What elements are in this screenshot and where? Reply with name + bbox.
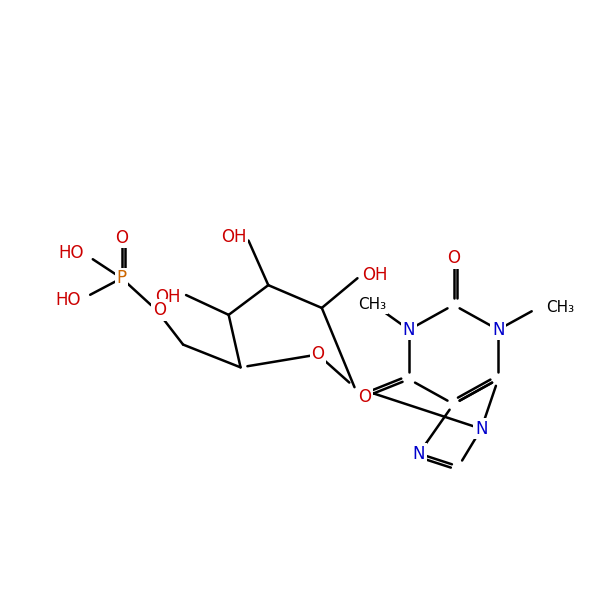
Text: N: N: [403, 321, 415, 339]
Text: N: N: [475, 420, 488, 438]
Text: P: P: [116, 269, 127, 287]
Text: O: O: [153, 301, 166, 319]
Text: O: O: [447, 250, 460, 268]
Text: O: O: [358, 388, 371, 406]
Text: OH: OH: [221, 227, 247, 245]
Text: N: N: [413, 445, 425, 463]
Text: HO: HO: [59, 244, 84, 262]
Text: HO: HO: [56, 291, 81, 309]
Text: O: O: [311, 346, 325, 364]
Text: N: N: [492, 321, 505, 339]
Text: OH: OH: [155, 288, 181, 306]
Text: CH₃: CH₃: [358, 298, 386, 313]
Text: O: O: [115, 229, 128, 247]
Text: CH₃: CH₃: [546, 301, 574, 316]
Text: OH: OH: [362, 266, 388, 284]
